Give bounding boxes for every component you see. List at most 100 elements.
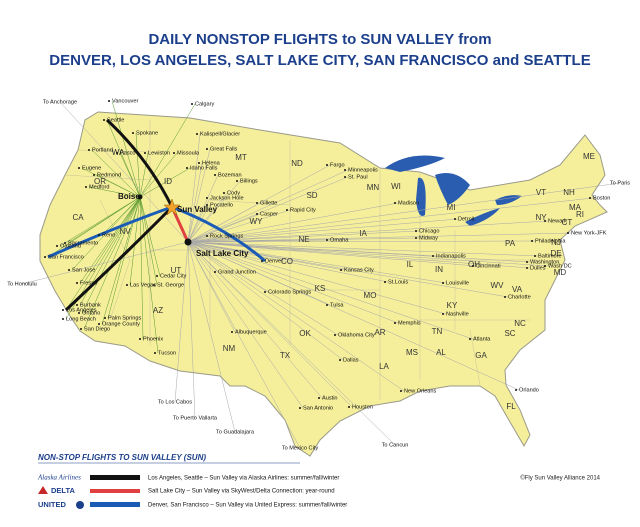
city-label: Albuquerque	[235, 329, 267, 335]
city-dot	[104, 317, 106, 319]
main-route	[171, 205, 266, 263]
city-dot	[196, 133, 198, 135]
state-label: NJ	[551, 238, 561, 247]
state-label: NV	[119, 227, 131, 236]
state-label: ND	[291, 159, 303, 168]
destination-label: To Mexico City	[282, 445, 319, 451]
city-label: Rapid City	[290, 207, 316, 213]
city-label: Redmond	[97, 172, 121, 178]
city-label: Midway	[419, 235, 438, 241]
route-line	[187, 169, 349, 243]
route-line	[139, 196, 161, 277]
route-line	[187, 241, 509, 298]
city-dot	[526, 261, 528, 263]
sun-valley-star	[163, 198, 181, 216]
state-label: NM	[223, 344, 236, 353]
route-line	[187, 241, 304, 409]
city-dot	[344, 176, 346, 178]
state-label: OH	[468, 260, 480, 269]
city-dot	[469, 338, 471, 340]
route-line	[119, 152, 141, 198]
route-line	[187, 230, 420, 243]
route-line	[187, 241, 405, 392]
state-label: WA	[112, 148, 125, 157]
city-dot	[231, 331, 233, 333]
route-line	[187, 133, 201, 243]
title-line: DENVER, LOS ANGELES, SALT LAKE CITY, SAN…	[49, 52, 590, 69]
route-line	[139, 167, 191, 198]
city-label: Cedar City	[160, 273, 187, 279]
city-label: Burbank	[80, 302, 101, 308]
main-route	[64, 205, 174, 312]
city-dot	[93, 174, 95, 176]
city-label: Memphis	[398, 320, 421, 326]
state-label: NC	[514, 319, 526, 328]
city-label: Fargo	[330, 162, 345, 168]
state-label: TX	[280, 351, 291, 360]
city-dot	[299, 407, 301, 409]
city-label: Medford	[89, 184, 110, 190]
city-label: Casper	[260, 211, 278, 217]
city-label: Las Vegas	[130, 282, 156, 288]
city-dot	[286, 209, 288, 211]
route-line	[107, 196, 141, 319]
city-dot	[76, 304, 78, 306]
state-label: MA	[569, 203, 582, 212]
city-dot	[64, 242, 66, 244]
route-line	[187, 241, 539, 257]
route-line	[174, 241, 189, 403]
legend-title: NON-STOP FLIGHTS TO SUN VALLEY (SUN)	[38, 453, 206, 462]
route-line	[187, 241, 301, 449]
city-label: Sacramento	[68, 240, 98, 246]
route-line	[187, 241, 477, 267]
city-label: Eugene	[82, 165, 101, 171]
city-dot	[236, 180, 238, 182]
state-label: OK	[299, 329, 311, 338]
route-line	[187, 148, 211, 243]
route-line	[187, 241, 447, 315]
city-dot	[534, 255, 536, 257]
legend-swatch	[90, 489, 140, 493]
city-dot	[326, 304, 328, 306]
destination-label: To Guadalajara	[216, 429, 255, 435]
route-line	[187, 241, 236, 433]
city-label: Grand Junction	[218, 269, 256, 275]
route-line	[187, 182, 621, 243]
route-line	[59, 196, 141, 247]
state-label: DE	[550, 249, 561, 258]
route-line	[187, 162, 203, 243]
state-label: IL	[407, 260, 414, 269]
city-label: Houston	[352, 404, 373, 410]
city-label: Chicago	[419, 228, 440, 234]
route-line	[139, 152, 178, 198]
city-dot	[544, 265, 546, 267]
city-label: Portland	[92, 147, 113, 153]
city-label: Boston	[593, 195, 610, 201]
city-label: Palm Springs	[108, 315, 141, 321]
route-line	[187, 220, 549, 243]
city-dot	[515, 389, 517, 391]
hub-label: Boise	[118, 192, 140, 201]
legend-text: Los Angeles, Seattle – Sun Valley via Al…	[148, 476, 339, 482]
city-label: Fresno	[80, 280, 97, 286]
city-dot	[394, 322, 396, 324]
routes	[21, 100, 621, 449]
state-label: VA	[512, 285, 523, 294]
city-label: Newark	[548, 218, 567, 224]
city-label: San Jose	[72, 267, 95, 273]
city-label: Rock Springs	[210, 233, 243, 239]
city-label: Lewiston	[148, 150, 170, 156]
city-dot	[126, 284, 128, 286]
city-dot	[132, 132, 134, 134]
city-label: Calgary	[195, 101, 214, 107]
hub-dot	[184, 238, 192, 246]
city-label: Long Beach	[66, 316, 96, 322]
route-line	[79, 196, 141, 284]
state-label: MI	[447, 203, 456, 212]
city-dot	[326, 239, 328, 241]
city-label: Tulsa	[330, 302, 344, 308]
city-dot	[116, 152, 118, 154]
route-line	[139, 196, 159, 354]
city-label: Dallas	[343, 357, 359, 363]
